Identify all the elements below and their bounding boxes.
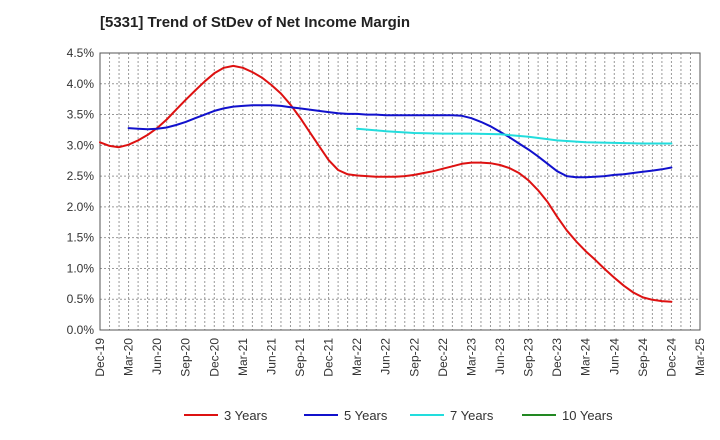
x-tick-label: Jun-22 [379,338,393,375]
y-tick-label: 3.0% [67,138,95,152]
legend: 3 Years 5 Years 7 Years 10 Years [184,408,613,423]
x-tick-label: Dec-23 [550,338,564,377]
x-tick-label: Mar-24 [579,338,593,376]
x-tick-label: Jun-21 [264,338,278,375]
x-tick-label: Jun-23 [493,338,507,375]
y-tick-label: 3.5% [67,108,95,122]
x-tick-label: Dec-21 [322,338,336,377]
x-tick-label: Dec-20 [207,338,221,377]
plot-area [99,52,701,331]
y-tick-label: 0.0% [67,323,95,337]
x-tick-label: Mar-23 [464,338,478,376]
x-tick-label: Mar-20 [122,338,136,376]
x-tick-label: Dec-24 [664,338,678,377]
plot-background [100,53,700,330]
x-tick-label: Sep-22 [407,338,421,377]
legend-label: 5 Years [344,408,388,423]
x-tick-label: Sep-23 [522,338,536,377]
x-tick-label: Sep-24 [636,338,650,377]
x-tick-label: Sep-21 [293,338,307,377]
chart-title: [5331] Trend of StDev of Net Income Marg… [100,14,411,31]
x-tick-label: Mar-21 [236,338,250,376]
x-tick-label: Dec-22 [436,338,450,377]
y-tick-label: 1.5% [67,231,95,245]
y-tick-label: 4.5% [67,46,95,60]
y-tick-label: 1.0% [67,261,95,275]
y-tick-label: 0.5% [67,292,95,306]
plot-border [99,52,701,331]
x-tick-label: Jun-24 [607,338,621,375]
x-tick-label: Sep-20 [179,338,193,377]
x-axis: Dec-19 Mar-20 Jun-20 Sep-20 Dec-20 Mar-21 Jun-… [93,338,707,377]
series-layer [99,64,673,303]
y-axis: 0.0% 0.5% 1.0% 1.5% 2.0% 2.5% 3.0% 3.5% 4.0% 4.5% [67,46,95,337]
legend-label: 7 Years [450,408,494,423]
series-line-5-years [127,104,673,179]
x-tick-label: Dec-19 [93,338,107,377]
x-tick-label: Jun-20 [150,338,164,375]
legend-label: 10 Years [562,408,613,423]
series-line-7-years [356,127,673,145]
x-tick-label: Mar-22 [350,338,364,376]
x-tick-label: Mar-25 [693,338,707,376]
y-tick-label: 2.0% [67,200,95,214]
legend-label: 3 Years [224,408,268,423]
y-tick-label: 4.0% [67,77,95,91]
series-line-3-years [99,64,673,303]
y-tick-label: 2.5% [67,169,95,183]
